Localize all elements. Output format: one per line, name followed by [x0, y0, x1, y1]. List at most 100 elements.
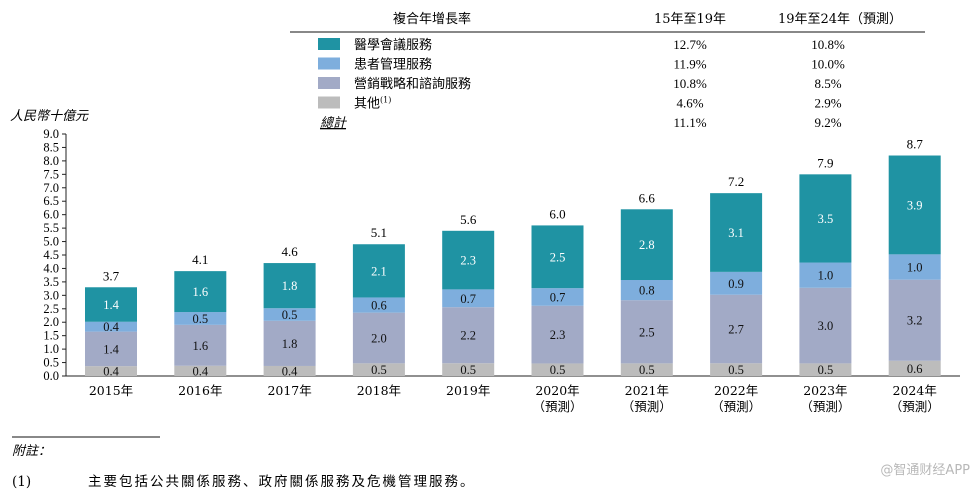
cagr-rows: 醫學會議服務 12.7% 10.8% 患者管理服務 11.9% 10.0% 營銷戰略和諮詢服… — [318, 37, 845, 131]
legend-label-0: 醫學會議服務 — [354, 38, 432, 53]
x-tick-sublabel: （預測） — [890, 399, 940, 414]
note-number: (1) — [12, 474, 31, 490]
y-tick-label: 8.0 — [43, 154, 59, 168]
bar-segment — [620, 280, 673, 301]
x-labels: 2015年 2016年 2017年 2018年 2019年 2020年（預測）2021年（… — [89, 383, 940, 414]
data-label: 2.3 — [550, 328, 566, 342]
data-label: 0.5 — [728, 363, 744, 377]
bar-segment — [85, 366, 137, 376]
data-label: 1.6 — [192, 339, 208, 353]
bar-segment — [352, 244, 405, 298]
bar-stack-2018年: 0.5 2.0 0.6 2.1 5.1 — [352, 225, 405, 377]
bar-segment — [263, 308, 316, 321]
data-label: 0.5 — [192, 312, 208, 326]
x-tick-label: 2017年 — [267, 383, 311, 398]
cagr-value-1-0: 12.7% — [673, 37, 707, 52]
bar-segment — [442, 289, 495, 308]
bars: 0.4 1.4 0.4 1.4 3.7 0.4 1.6 0.5 1.6 4.1 0.4 1.8 0.5 1… — [85, 137, 941, 379]
y-tick-label: 3.0 — [43, 288, 59, 302]
data-label: 2.8 — [639, 238, 655, 252]
x-tick-label: 2019年 — [446, 383, 490, 398]
y-tick-label: 0.0 — [43, 369, 59, 383]
bar-segment — [799, 363, 852, 376]
bar-segment — [85, 331, 137, 367]
legend-label-1: 患者管理服務 — [354, 58, 432, 73]
data-label: 1.8 — [282, 279, 298, 293]
data-label: 0.5 — [460, 363, 476, 377]
bar-segment — [888, 155, 941, 255]
bar-stack-2015年: 0.4 1.4 0.4 1.4 3.7 — [85, 268, 137, 379]
x-tick-label: 2023年 — [803, 383, 847, 398]
bar-stack-2022年: 0.5 2.7 0.9 3.1 7.2 — [710, 174, 763, 377]
bar-stack-2024年: 0.6 3.2 1.0 3.9 8.7 — [888, 137, 941, 376]
bar-segment — [531, 288, 584, 306]
data-label: 1.4 — [103, 298, 119, 312]
total-label: 6.6 — [639, 190, 656, 205]
cagr-value-2-1: 10.0% — [811, 57, 845, 72]
total-label: 8.7 — [907, 137, 924, 152]
x-tick-sublabel: （預測） — [800, 399, 850, 414]
bar-segment — [174, 324, 227, 366]
y-tick-label: 1.5 — [43, 329, 59, 343]
data-label: 2.1 — [371, 264, 387, 278]
bar-segment — [531, 305, 584, 364]
data-label: 3.0 — [818, 319, 834, 333]
y-tick-label: 2.0 — [43, 315, 59, 329]
data-label: 2.5 — [639, 325, 655, 339]
y-tick-label: 4.0 — [43, 261, 59, 275]
x-tick-sublabel: （預測） — [532, 399, 582, 414]
cagr-value-1-4: 11.1% — [673, 115, 706, 130]
total-label: 5.1 — [371, 225, 387, 240]
cagr-value-1-3: 4.6% — [676, 96, 703, 111]
bar-segment — [531, 225, 584, 289]
x-tick-sublabel: （預測） — [622, 399, 672, 414]
data-label: 2.7 — [728, 323, 744, 337]
x-tick-label: 2022年 — [714, 383, 758, 398]
cagr-value-2-2: 8.5% — [814, 76, 841, 91]
data-label: 2.0 — [371, 331, 387, 345]
bar-segment — [888, 360, 941, 376]
bar-segment — [174, 312, 227, 325]
bar-segment — [174, 271, 227, 313]
bar-segment — [263, 263, 316, 309]
data-label: 0.5 — [639, 363, 655, 377]
y-ticks: 0.00.51.01.52.02.53.03.54.04.55.05.56.06… — [43, 127, 66, 383]
x-tick-sublabel: （預測） — [711, 399, 761, 414]
legend-footnote-mark: (1) — [380, 96, 391, 105]
data-label: 0.5 — [282, 308, 298, 322]
bar-segment — [442, 230, 495, 290]
bar-segment — [352, 363, 405, 376]
bar-stack-2023年: 0.5 3.0 1.0 3.5 7.9 — [799, 155, 852, 377]
y-tick-label: 8.5 — [43, 140, 59, 154]
bar-stack-2017年: 0.4 1.8 0.5 1.8 4.6 — [263, 244, 316, 378]
bar-segment — [85, 287, 137, 322]
data-label: 0.6 — [371, 299, 387, 313]
x-tick-label: 2016年 — [178, 383, 222, 398]
total-label: 3.7 — [103, 268, 120, 283]
note-text: 主要包括公共關係服務、政府關係服務及危機管理服務。 — [88, 474, 476, 490]
data-label: 0.5 — [818, 363, 834, 377]
legend-swatch-3 — [318, 96, 340, 109]
data-label: 0.4 — [192, 364, 208, 378]
data-label: 0.4 — [103, 365, 119, 379]
cagr-table: 複合年增長率 15年至19年 19年至24年（預測） 醫學會議服務 12.7% 10… — [290, 11, 925, 131]
bar-segment — [799, 262, 852, 288]
bar-segment — [710, 193, 763, 272]
y-tick-label: 3.5 — [43, 275, 59, 289]
cagr-value-1-1: 11.9% — [673, 57, 706, 72]
data-label: 0.7 — [460, 292, 476, 306]
bar-segment — [710, 294, 763, 364]
data-label: 3.2 — [907, 314, 923, 328]
x-tick-label: 2024年 — [893, 383, 937, 398]
cagr-value-1-2: 10.8% — [673, 76, 707, 91]
bar-segment — [352, 297, 405, 313]
bar-segment — [620, 300, 673, 364]
bar-segment — [620, 363, 673, 376]
bar-segment — [531, 363, 584, 376]
legend-label-2: 營銷戰略和諮詢服務 — [354, 76, 471, 92]
legend-swatch-1 — [318, 57, 340, 70]
total-label: 5.6 — [460, 212, 477, 227]
data-label: 0.4 — [282, 364, 298, 378]
data-label: 0.6 — [907, 362, 923, 376]
total-label: 7.9 — [817, 155, 833, 170]
